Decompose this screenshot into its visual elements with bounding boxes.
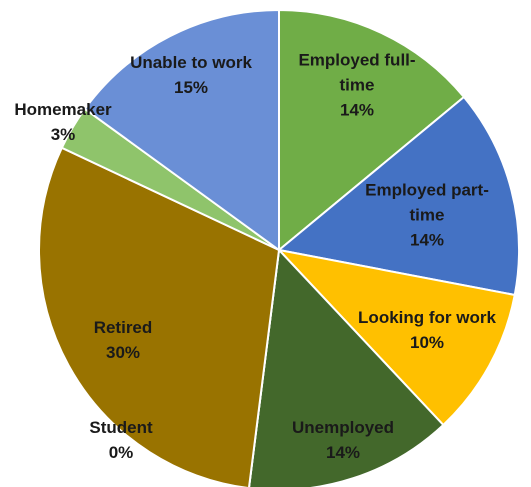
slice-name: Unemployed: [291, 418, 395, 437]
pie-slice: [38, 146, 281, 487]
slice-name: Unable to work: [130, 53, 252, 72]
slice-value: 15%: [173, 78, 209, 97]
pie-slice: [276, 248, 516, 427]
slice-label: Looking for work 10%: [340, 305, 515, 355]
slice-name: Homemaker: [14, 100, 112, 119]
slice-value: 0%: [108, 443, 134, 462]
slice-name: Employed part-time: [365, 180, 489, 225]
slice-name: Looking for work: [358, 308, 496, 327]
slice-label: Unemployed 14%: [273, 415, 413, 465]
pie-slice: [276, 95, 520, 297]
slice-value: 10%: [409, 333, 445, 352]
slice-value: 14%: [325, 443, 361, 462]
slice-label: Employed part-time 14%: [352, 178, 502, 253]
pie-slice: [83, 8, 280, 252]
slice-name: Student: [89, 418, 153, 437]
slice-label: Employed full-time 14%: [282, 48, 432, 123]
slice-value: 3%: [50, 125, 76, 144]
pie-slice: [278, 8, 466, 253]
slice-label: Retired 30%: [73, 315, 173, 365]
slice-label: Unable to work 15%: [109, 50, 274, 100]
pie-slice: [248, 247, 445, 487]
slice-label: Homemaker 3%: [8, 97, 118, 147]
slice-value: 14%: [339, 100, 375, 120]
slice-name: Retired: [93, 318, 153, 337]
slice-label: Student 0%: [71, 415, 171, 465]
slice-value: 14%: [409, 230, 445, 250]
slice-value: 30%: [105, 343, 141, 362]
slice-name: Employed full-time: [298, 50, 416, 95]
